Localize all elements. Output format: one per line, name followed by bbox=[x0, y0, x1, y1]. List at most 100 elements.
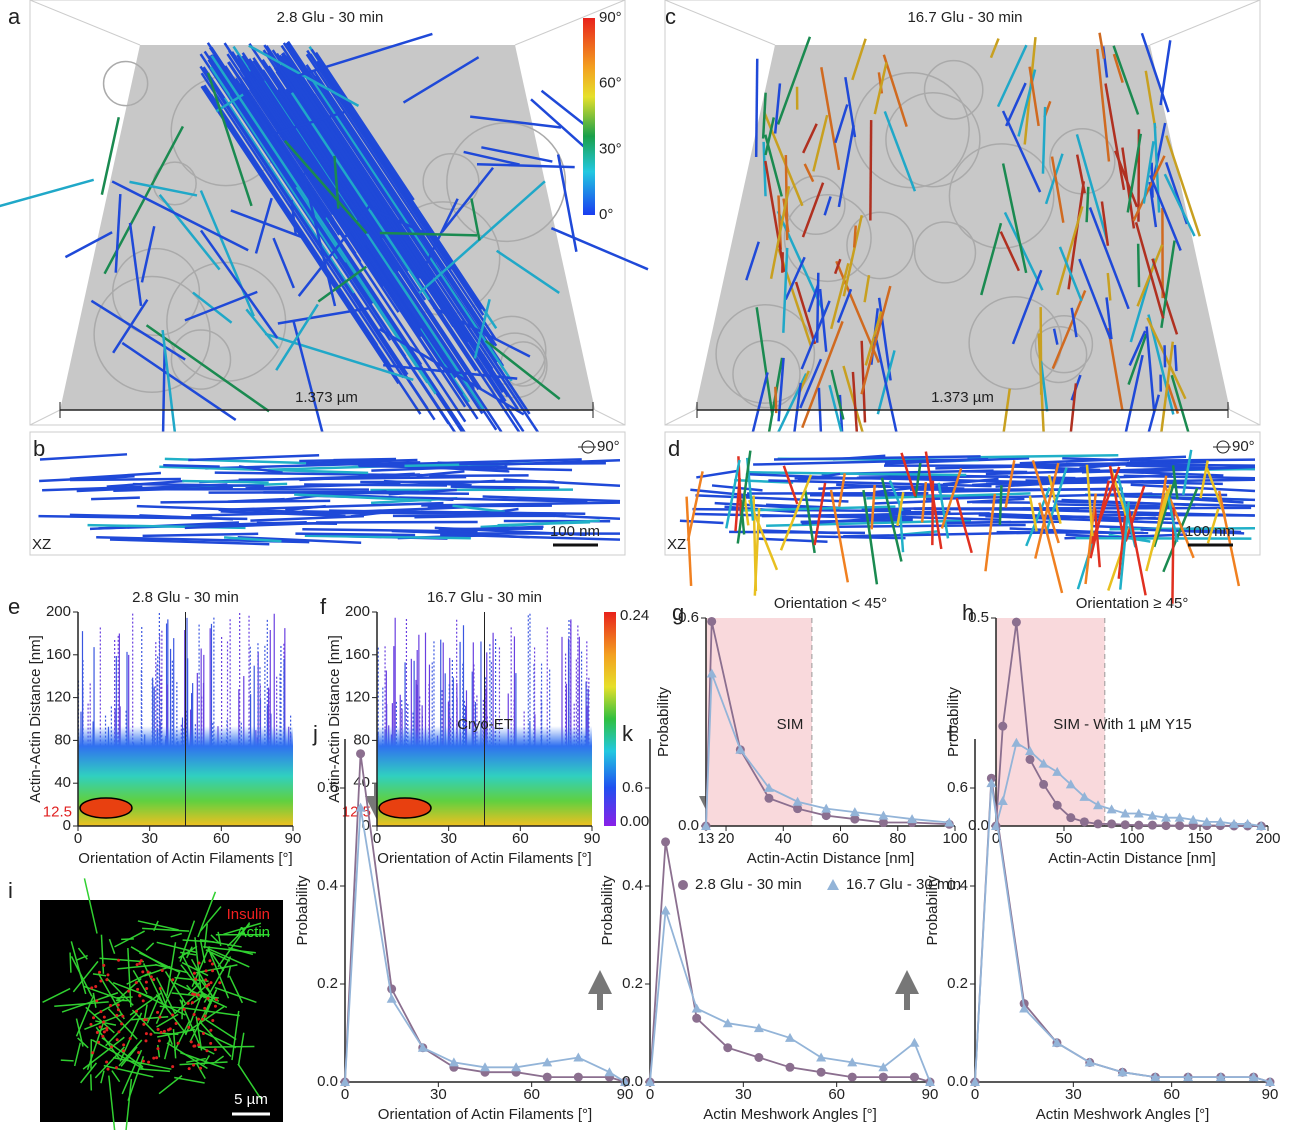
filament bbox=[267, 65, 384, 239]
filament bbox=[248, 44, 360, 107]
filament bbox=[90, 299, 186, 361]
actin-fiber bbox=[227, 965, 232, 978]
filament bbox=[1130, 483, 1256, 493]
filament bbox=[1121, 147, 1136, 229]
marker bbox=[986, 778, 997, 788]
marker bbox=[1174, 812, 1185, 822]
filament bbox=[264, 332, 414, 382]
marker bbox=[821, 811, 831, 821]
actin-fiber bbox=[54, 1001, 109, 1007]
marker bbox=[1084, 1057, 1095, 1067]
insulin-granule bbox=[116, 1008, 120, 1012]
filament bbox=[980, 222, 1003, 296]
insulin-granule bbox=[186, 1001, 190, 1005]
view-label: XZ bbox=[32, 536, 51, 553]
y-tick-label: 0.4 bbox=[947, 877, 968, 894]
filament bbox=[269, 110, 347, 137]
actin-fiber bbox=[178, 945, 198, 959]
filament bbox=[1093, 507, 1101, 568]
filament bbox=[369, 207, 428, 236]
actin-fiber bbox=[179, 1061, 228, 1066]
insulin-granule bbox=[141, 970, 145, 974]
filament bbox=[1199, 460, 1209, 499]
filament bbox=[1085, 186, 1090, 223]
filament bbox=[711, 484, 763, 492]
marker bbox=[925, 1077, 935, 1086]
marker bbox=[723, 1043, 733, 1053]
legend-marker bbox=[827, 879, 839, 890]
actin-fiber bbox=[95, 1020, 117, 1026]
insulin-granule bbox=[91, 1051, 95, 1055]
filament bbox=[540, 89, 592, 131]
filament bbox=[281, 55, 400, 232]
insulin-granule bbox=[152, 1056, 156, 1060]
filament bbox=[873, 62, 888, 115]
filament bbox=[834, 104, 849, 144]
filament bbox=[208, 490, 420, 494]
insulin-granule bbox=[201, 1032, 205, 1036]
filament bbox=[1075, 134, 1109, 241]
filament bbox=[1119, 501, 1130, 590]
actin-fiber bbox=[94, 1046, 125, 1079]
actin-fiber bbox=[180, 951, 197, 956]
filament bbox=[241, 55, 377, 258]
actin-fiber bbox=[231, 1010, 240, 1061]
insulin-granule bbox=[115, 1038, 119, 1042]
actin-fiber bbox=[156, 1013, 179, 1028]
insulin-granule bbox=[141, 999, 145, 1003]
insulin-granule bbox=[209, 1041, 213, 1045]
marker bbox=[480, 1062, 490, 1072]
marker bbox=[821, 803, 832, 813]
filament bbox=[1050, 156, 1065, 223]
filament bbox=[248, 88, 334, 216]
filament bbox=[1165, 135, 1201, 237]
marker bbox=[735, 744, 746, 754]
rotation-label: 90° bbox=[1232, 438, 1255, 455]
marker bbox=[1107, 819, 1117, 829]
insulin-granule bbox=[210, 962, 214, 966]
x-axis-label: Actin-Actin Distance [nm] bbox=[747, 850, 915, 867]
actin-fiber bbox=[226, 923, 251, 947]
filament bbox=[314, 51, 415, 201]
filament bbox=[1047, 474, 1062, 525]
insulin-granule bbox=[135, 963, 139, 967]
perspective-line bbox=[29, 0, 141, 46]
marker bbox=[1093, 819, 1103, 829]
filament bbox=[764, 117, 776, 156]
y-tick-label: 0.6 bbox=[317, 779, 338, 796]
filament bbox=[1058, 246, 1083, 302]
insulin-granule bbox=[138, 961, 142, 965]
insulin-granule bbox=[213, 1004, 217, 1008]
marker bbox=[849, 807, 860, 817]
filament bbox=[761, 92, 767, 139]
filament bbox=[1129, 458, 1256, 462]
marker bbox=[706, 668, 717, 678]
actin-fiber bbox=[166, 942, 177, 996]
filament bbox=[272, 237, 295, 289]
insulin-granule bbox=[205, 1049, 209, 1053]
vesicle bbox=[968, 295, 1063, 390]
filament bbox=[248, 58, 404, 290]
insulin-granule bbox=[98, 1025, 102, 1029]
filament bbox=[227, 497, 285, 503]
filament bbox=[1145, 326, 1156, 412]
actin-fiber bbox=[126, 971, 152, 985]
insulin-granule bbox=[171, 1065, 175, 1069]
actin-fiber bbox=[90, 1074, 93, 1091]
marker bbox=[1011, 737, 1022, 747]
y-tick-label: 40 bbox=[353, 774, 370, 791]
marker bbox=[785, 1062, 795, 1072]
x-tick-label: 100 bbox=[942, 830, 967, 847]
insulin-granule bbox=[158, 1015, 162, 1019]
x-tick-label: 60 bbox=[512, 830, 529, 847]
filament bbox=[279, 64, 376, 208]
filament bbox=[295, 532, 416, 537]
insulin-granule bbox=[142, 1022, 146, 1026]
marker bbox=[878, 810, 889, 820]
panel-letter: e bbox=[8, 594, 20, 619]
actin-fiber bbox=[82, 1036, 125, 1070]
actin-fiber bbox=[92, 973, 107, 977]
filament bbox=[1044, 153, 1064, 205]
insulin-granule bbox=[97, 1040, 101, 1044]
filament bbox=[200, 85, 400, 385]
